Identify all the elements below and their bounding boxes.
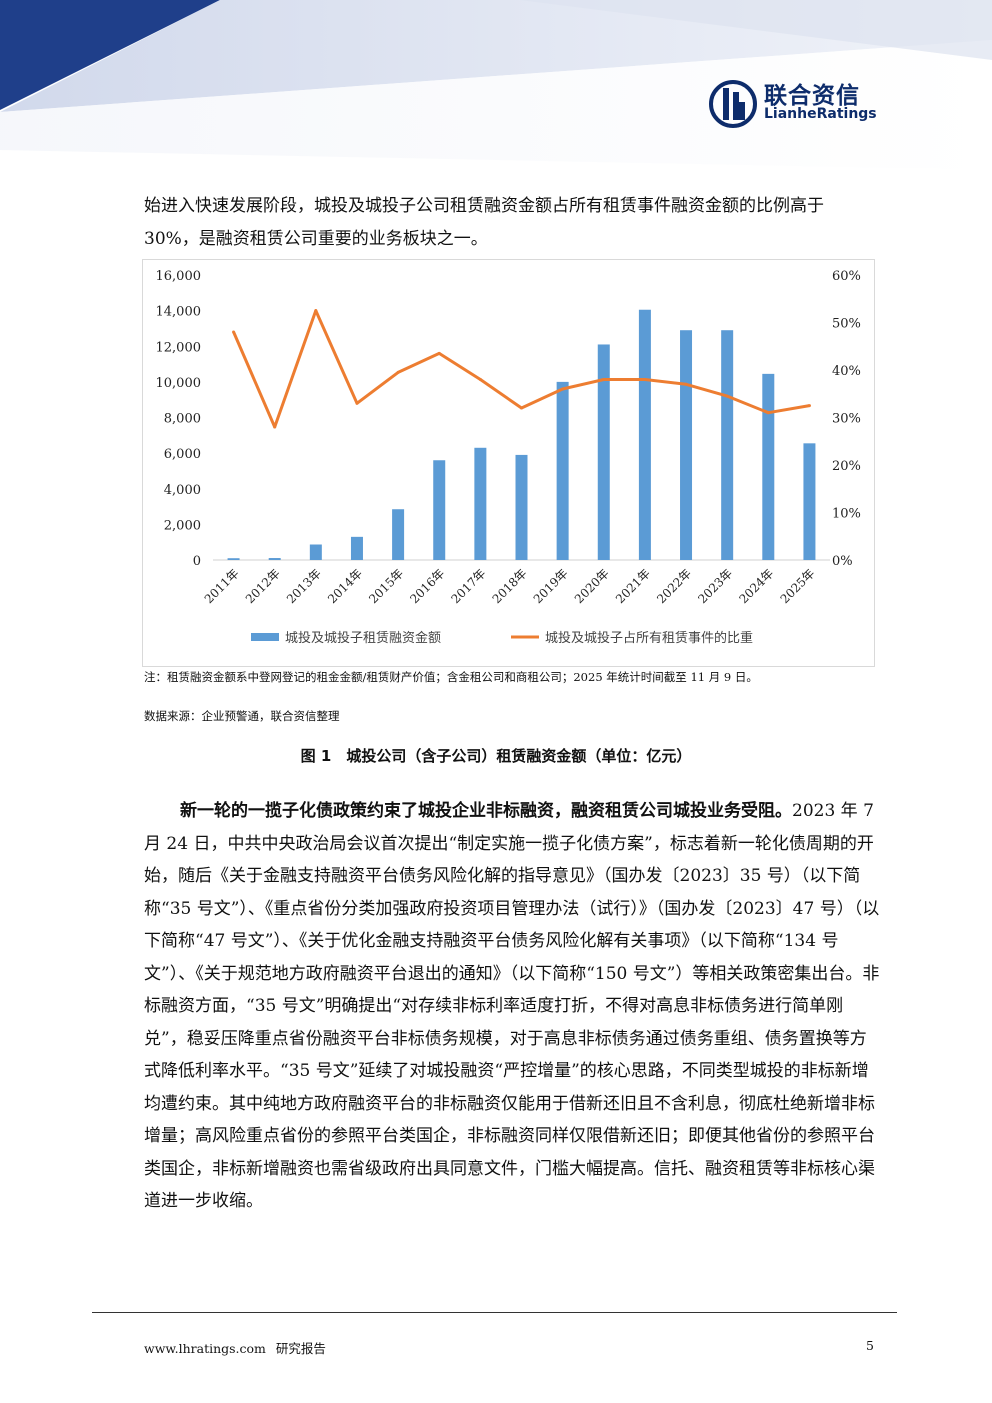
ratio-point	[478, 378, 482, 381]
bar	[597, 344, 610, 560]
chart-note: 注：租赁融资金额系中登网登记的租金金额/租赁财产价值；含金租公司和商租公司；20…	[144, 670, 758, 684]
y-left-tick-label: 10,000	[156, 376, 202, 391]
x-tick-label: 2019年	[531, 566, 571, 606]
page-number: 5	[866, 1338, 874, 1353]
bar	[227, 558, 240, 560]
ratio-point	[725, 394, 729, 398]
legend-bar-label: 城投及城投子租赁融资金额	[285, 630, 441, 646]
x-tick-label: 2020年	[572, 566, 612, 606]
ratio-point	[766, 411, 770, 415]
lease-financing-chart: 0 2,000 4,000 6,000 8,000 10,000 12,000 14,000 1…	[156, 269, 861, 646]
header-decoration	[0, 0, 992, 170]
x-tick-label: 2013年	[284, 566, 324, 606]
y-right-tick-label: 10%	[832, 507, 861, 522]
footer-left: www.lhratings.com 研究报告	[144, 1338, 326, 1357]
x-tick-label: 2025年	[778, 566, 818, 606]
intro-paragraph: 始进入快速发展阶段，城投及城投子公司租赁融资金额占所有租赁事件融资金额的比例高于…	[144, 196, 824, 249]
bar	[556, 381, 569, 560]
y-right-tick-label: 20%	[832, 459, 861, 474]
x-tick-label: 2021年	[613, 566, 653, 606]
x-tick-label: 2016年	[407, 566, 447, 606]
x-tick-label: 2022年	[654, 566, 694, 606]
y-left-tick-label: 2,000	[164, 518, 201, 533]
x-tick-label: 2017年	[449, 566, 489, 606]
body-paragraph: 新一轮的一揽子化债政策约束了城投企业非标融资，融资租赁公司城投业务受阻。2023…	[144, 795, 880, 1218]
bar	[762, 373, 775, 560]
ratio-point	[561, 387, 565, 391]
y-left-tick-label: 4,000	[164, 483, 201, 498]
bar	[515, 454, 528, 560]
y-left-tick-label: 8,000	[164, 412, 201, 427]
ratio-point	[273, 425, 277, 429]
y-left-tick-label: 0	[193, 554, 201, 569]
x-tick-label: 2018年	[490, 566, 530, 606]
body-lead-bold: 新一轮的一揽子化债政策约束了城投企业非标融资，融资租赁公司城投业务受阻。	[180, 801, 792, 821]
x-tick-label: 2011年	[202, 566, 242, 606]
ratio-point	[520, 406, 523, 410]
ratio-point	[643, 378, 647, 381]
ratio-point	[684, 382, 688, 386]
bar	[474, 447, 487, 560]
y-right-tick-label: 30%	[832, 412, 861, 427]
legend-line-label: 城投及城投子占所有租赁事件的比重	[545, 630, 753, 646]
y-right-tick-label: 60%	[832, 269, 861, 284]
footer-website: www.lhratings.com	[144, 1341, 266, 1356]
ratio-point	[437, 351, 441, 355]
company-logo: 联合资信 LianheRatings	[707, 76, 887, 130]
body-text: 2023 年 7 月 24 日，中共中央政治局会议首次提出“制定实施一揽子化债方…	[144, 801, 880, 1211]
y-right-tick-label: 0%	[832, 554, 853, 569]
y-left-tick-label: 12,000	[156, 340, 202, 355]
ratio-point	[396, 370, 400, 374]
chart-container: 0 2,000 4,000 6,000 8,000 10,000 12,000 14,000 1…	[142, 259, 875, 667]
legend-bar-swatch	[251, 633, 279, 641]
y-left-tick-label: 14,000	[156, 305, 202, 320]
logo-text-cn: 联合资信	[764, 83, 860, 109]
x-tick-label: 2012年	[243, 566, 283, 606]
bar	[268, 558, 281, 560]
ratio-point	[232, 330, 236, 334]
figure-caption: 图 1 城投公司（含子公司）租赁融资金额（单位：亿元）	[300, 747, 692, 765]
bar	[309, 544, 322, 560]
bar	[433, 460, 446, 560]
bar	[803, 443, 816, 560]
ratio-point	[355, 401, 359, 405]
chart-source: 数据来源：企业预警通，联合资信整理	[144, 709, 340, 723]
logo-mark-icon	[709, 80, 757, 128]
bar	[680, 330, 693, 560]
x-tick-label: 2024年	[736, 566, 776, 606]
y-right-tick-label: 40%	[832, 364, 861, 379]
ratio-point	[807, 404, 811, 408]
bar	[392, 509, 405, 560]
y-left-tick-label: 16,000	[156, 269, 202, 284]
logo-text-en: LianheRatings	[764, 106, 877, 122]
ratio-point	[602, 378, 606, 381]
x-tick-label: 2023年	[695, 566, 735, 606]
bar	[638, 309, 651, 560]
footer-label: 研究报告	[275, 1341, 326, 1356]
bar	[721, 330, 734, 560]
x-tick-label: 2015年	[366, 566, 406, 606]
y-left-tick-label: 6,000	[164, 447, 201, 462]
footer-divider	[92, 1312, 897, 1313]
ratio-point	[314, 309, 318, 313]
y-right-tick-label: 50%	[832, 317, 861, 332]
x-tick-label: 2014年	[325, 566, 365, 606]
bar	[350, 536, 363, 560]
